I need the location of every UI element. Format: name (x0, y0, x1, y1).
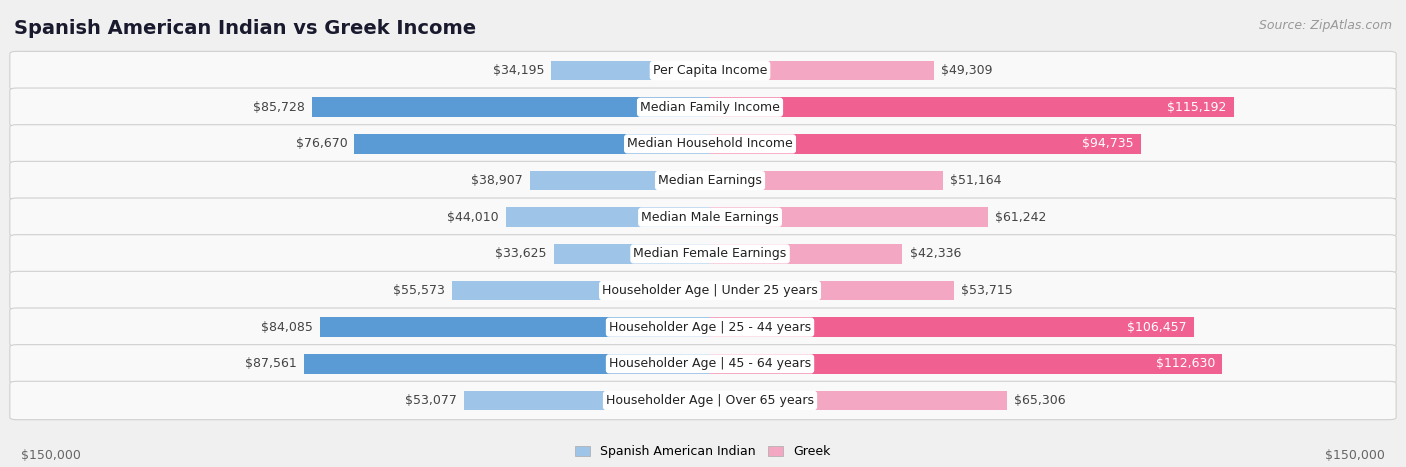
Text: $34,195: $34,195 (494, 64, 544, 77)
FancyBboxPatch shape (710, 134, 1140, 154)
Text: $150,000: $150,000 (21, 449, 82, 462)
FancyBboxPatch shape (453, 281, 710, 300)
FancyBboxPatch shape (10, 345, 1396, 383)
FancyBboxPatch shape (710, 244, 903, 264)
Text: $150,000: $150,000 (1324, 449, 1385, 462)
Text: Householder Age | Under 25 years: Householder Age | Under 25 years (602, 284, 818, 297)
Text: $87,561: $87,561 (245, 357, 297, 370)
FancyBboxPatch shape (710, 354, 1222, 374)
FancyBboxPatch shape (10, 234, 1396, 273)
Text: $115,192: $115,192 (1167, 101, 1226, 114)
FancyBboxPatch shape (710, 207, 988, 227)
Text: Median Earnings: Median Earnings (658, 174, 762, 187)
FancyBboxPatch shape (710, 391, 1007, 410)
Text: $38,907: $38,907 (471, 174, 523, 187)
FancyBboxPatch shape (312, 98, 710, 117)
Text: $33,625: $33,625 (495, 248, 547, 261)
Text: Median Male Earnings: Median Male Earnings (641, 211, 779, 224)
FancyBboxPatch shape (10, 161, 1396, 200)
FancyBboxPatch shape (554, 244, 710, 264)
FancyBboxPatch shape (354, 134, 710, 154)
FancyBboxPatch shape (710, 281, 955, 300)
Text: Per Capita Income: Per Capita Income (652, 64, 768, 77)
FancyBboxPatch shape (710, 318, 1194, 337)
FancyBboxPatch shape (506, 207, 710, 227)
FancyBboxPatch shape (10, 271, 1396, 310)
FancyBboxPatch shape (10, 381, 1396, 420)
Text: $55,573: $55,573 (394, 284, 446, 297)
Text: $112,630: $112,630 (1156, 357, 1215, 370)
Text: $85,728: $85,728 (253, 101, 305, 114)
FancyBboxPatch shape (10, 88, 1396, 127)
Text: Householder Age | 25 - 44 years: Householder Age | 25 - 44 years (609, 321, 811, 334)
Text: Median Family Income: Median Family Income (640, 101, 780, 114)
Text: $51,164: $51,164 (949, 174, 1001, 187)
Text: $106,457: $106,457 (1128, 321, 1187, 334)
Text: $42,336: $42,336 (910, 248, 960, 261)
Text: Spanish American Indian vs Greek Income: Spanish American Indian vs Greek Income (14, 19, 477, 38)
Text: Median Household Income: Median Household Income (627, 137, 793, 150)
Text: $44,010: $44,010 (447, 211, 499, 224)
Text: $53,715: $53,715 (962, 284, 1012, 297)
FancyBboxPatch shape (551, 61, 710, 80)
Text: $53,077: $53,077 (405, 394, 457, 407)
FancyBboxPatch shape (10, 51, 1396, 90)
FancyBboxPatch shape (530, 171, 710, 191)
Text: $94,735: $94,735 (1083, 137, 1133, 150)
Text: Source: ZipAtlas.com: Source: ZipAtlas.com (1258, 19, 1392, 32)
FancyBboxPatch shape (321, 318, 710, 337)
Text: $61,242: $61,242 (995, 211, 1047, 224)
Legend: Spanish American Indian, Greek: Spanish American Indian, Greek (571, 440, 835, 463)
FancyBboxPatch shape (710, 171, 942, 191)
FancyBboxPatch shape (710, 98, 1233, 117)
Text: $65,306: $65,306 (1014, 394, 1066, 407)
Text: $76,670: $76,670 (295, 137, 347, 150)
FancyBboxPatch shape (464, 391, 710, 410)
FancyBboxPatch shape (10, 308, 1396, 347)
Text: Householder Age | Over 65 years: Householder Age | Over 65 years (606, 394, 814, 407)
Text: $49,309: $49,309 (941, 64, 993, 77)
Text: Median Female Earnings: Median Female Earnings (634, 248, 786, 261)
Text: $84,085: $84,085 (262, 321, 314, 334)
FancyBboxPatch shape (10, 125, 1396, 163)
FancyBboxPatch shape (304, 354, 710, 374)
FancyBboxPatch shape (10, 198, 1396, 236)
Text: Householder Age | 45 - 64 years: Householder Age | 45 - 64 years (609, 357, 811, 370)
FancyBboxPatch shape (710, 61, 934, 80)
